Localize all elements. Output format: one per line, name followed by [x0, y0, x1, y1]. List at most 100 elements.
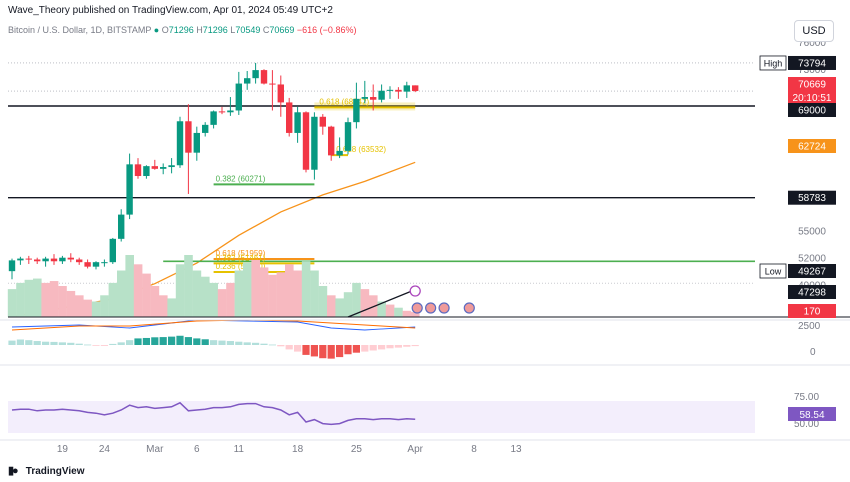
- tradingview-brand: TradingView: [25, 466, 85, 477]
- candle-body: [319, 116, 326, 127]
- histogram-bar: [133, 264, 143, 317]
- candle-body: [386, 89, 394, 91]
- macd-bar: [327, 345, 335, 359]
- macd-bar: [243, 342, 251, 345]
- macd-bar: [294, 345, 302, 352]
- histogram-bar: [91, 301, 101, 317]
- macd-bar: [159, 337, 167, 345]
- tradingview-logo-icon: ▮●: [8, 465, 19, 477]
- macd-bar: [336, 345, 344, 358]
- histogram-bar: [41, 282, 50, 317]
- candle-body: [50, 258, 58, 262]
- candle-body: [210, 111, 217, 125]
- candle-body: [202, 124, 209, 133]
- candle-body: [126, 164, 133, 215]
- histogram-bar: [150, 286, 160, 317]
- histogram-bar: [259, 267, 269, 317]
- rsi-band: [8, 401, 755, 433]
- y-tick-label: 76000: [798, 38, 826, 49]
- histogram-bar: [125, 255, 134, 317]
- histogram-bar: [117, 270, 126, 317]
- trend-line: [347, 290, 413, 318]
- histogram-bar: [318, 286, 328, 317]
- macd-bar: [193, 338, 201, 345]
- candle-body: [361, 97, 368, 99]
- histogram-bar: [49, 281, 59, 317]
- macd-bar: [268, 344, 276, 346]
- macd-bar: [201, 339, 209, 345]
- macd-bar: [403, 345, 411, 347]
- open-value: 71296: [168, 25, 194, 35]
- candle-body: [286, 102, 293, 133]
- histogram-bar: [217, 289, 227, 317]
- macd-bar: [361, 345, 369, 352]
- x-tick-label: 19: [57, 444, 69, 455]
- x-tick-label: 6: [194, 444, 200, 455]
- candle-body: [311, 116, 318, 170]
- ema-price-tag: [788, 139, 836, 153]
- hist-price-tag: [788, 285, 836, 299]
- high-value: 71296: [202, 25, 228, 35]
- high-price-tag: [788, 55, 836, 70]
- change-value: −616 (−0.86%): [296, 25, 357, 35]
- legend-dot: ●: [153, 25, 160, 35]
- macd-bar: [252, 342, 260, 345]
- macd-bar: [226, 341, 234, 345]
- histogram-bar: [377, 301, 386, 317]
- candle-body: [76, 259, 83, 263]
- macd-bar: [168, 336, 176, 345]
- histogram-bar: [402, 310, 412, 317]
- candle-body: [109, 238, 116, 263]
- macd-bar: [394, 345, 402, 348]
- histogram-bar: [394, 307, 403, 317]
- macd-bar: [260, 343, 268, 345]
- histogram-bar: [335, 298, 344, 317]
- x-tick-label: Mar: [146, 444, 164, 455]
- macd-bar: [75, 343, 83, 345]
- macd-line: [11, 319, 416, 331]
- x-tick-label: 25: [351, 444, 363, 455]
- histogram-bar: [234, 270, 244, 317]
- candle-body: [34, 259, 41, 262]
- symbol-legend: Bitcoin / U.S. Dollar, 1D, BITSTAMP ● O7…: [8, 25, 356, 35]
- candle-body: [101, 262, 108, 264]
- candle-body: [336, 150, 343, 156]
- candle-body: [8, 260, 16, 272]
- macd-bar: [302, 345, 310, 355]
- hist-two-price-tag: [788, 304, 836, 318]
- hist-price: 47298: [798, 288, 826, 299]
- macd-bar: [142, 337, 150, 345]
- dividend-icon: [438, 302, 450, 314]
- macd-bar: [218, 340, 226, 345]
- last-price-tag: [788, 77, 836, 105]
- histogram-bar: [352, 282, 361, 317]
- histogram-bar: [192, 270, 202, 317]
- macd-bar: [176, 335, 184, 345]
- macd-bar: [285, 345, 293, 350]
- rsi-line: [11, 401, 416, 426]
- macd-bar: [42, 341, 50, 345]
- histogram-bar: [66, 290, 76, 317]
- candle-body: [227, 110, 234, 113]
- candle-body: [244, 78, 251, 84]
- currency-button[interactable]: USD: [794, 20, 834, 42]
- histogram-bar: [33, 278, 42, 317]
- last-price: 70669: [798, 80, 826, 91]
- macd-bar: [310, 345, 318, 357]
- histogram-bar: [209, 282, 218, 317]
- dividend-icon: [411, 302, 423, 314]
- fib-level-label: 0.618 (68842): [319, 97, 369, 106]
- macd-bar: [277, 345, 285, 347]
- macd-bar: [33, 341, 41, 345]
- histogram-bar: [360, 289, 370, 317]
- tradingview-footer: ▮● TradingView: [8, 464, 85, 477]
- histogram-bar: [310, 270, 319, 317]
- candle-body: [294, 112, 301, 133]
- histogram-bar: [201, 276, 210, 317]
- histogram-bar: [24, 279, 34, 317]
- last-timer: 20:10:51: [793, 93, 832, 104]
- macd-bar: [117, 342, 125, 345]
- y-tick-label: 55000: [798, 227, 826, 238]
- low-label: Low: [765, 267, 782, 277]
